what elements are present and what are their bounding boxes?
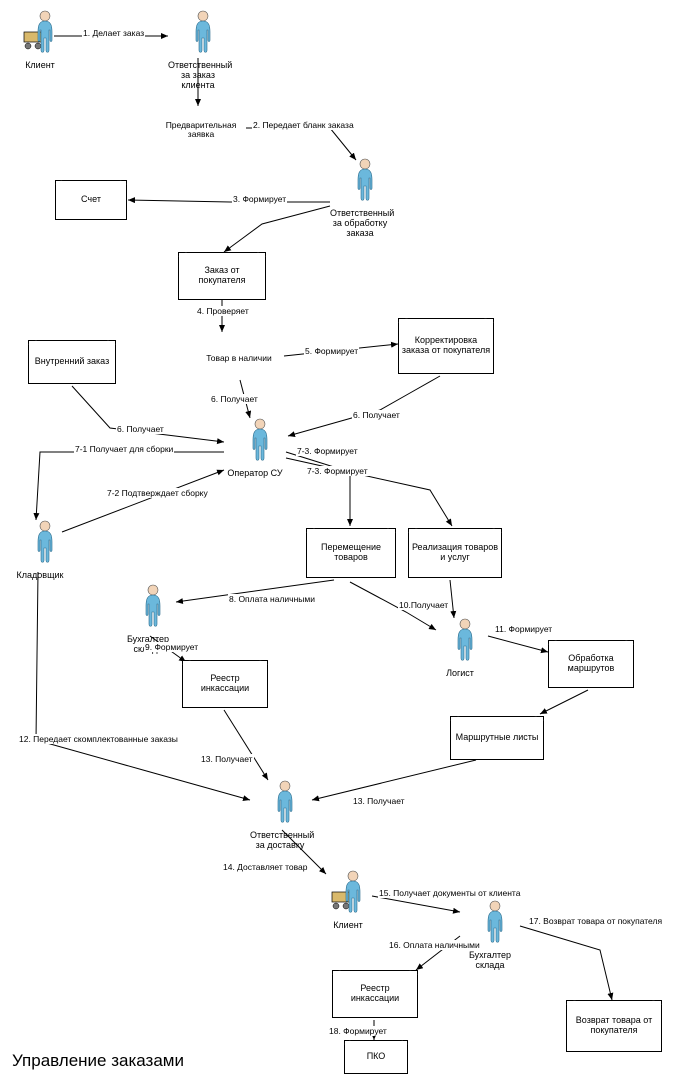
- edge-e11: [488, 636, 548, 652]
- edge-label-e7b: 7-2 Подтверждает сборку: [106, 488, 209, 498]
- edge-label-e4: 4. Проверяет: [196, 306, 250, 316]
- edge-label-e18: 18. Формирует: [328, 1026, 388, 1036]
- person-icon: [250, 780, 310, 829]
- actor-client2: Клиент: [318, 870, 378, 931]
- doc-vnutrZakaz: Внутренний заказ: [28, 340, 116, 384]
- edge-label-e8: 8. Оплата наличными: [228, 594, 316, 604]
- person-icon: [330, 158, 390, 207]
- doc-peremesch: Перемещение товаров: [306, 528, 396, 578]
- doc-reestr2: Реестр инкассации: [332, 970, 418, 1018]
- edge-label-e9: 9. Формирует: [144, 642, 199, 652]
- actor-storekeeper: Кладовщик: [10, 520, 70, 581]
- edge-label-e7a: 7-1 Получает для сборки: [74, 444, 174, 454]
- edge-e7a: [36, 452, 224, 520]
- diagram-canvas: Управление заказами Клиент Ответственный …: [0, 0, 684, 1081]
- actor-label: Кладовщик: [10, 571, 70, 581]
- edge-e11b: [540, 690, 588, 714]
- actor-label: Ответственный за обработку заказа: [330, 209, 390, 239]
- doc-zakazPokup: Заказ от покупателя: [178, 252, 266, 300]
- edge-label-e15: 15. Получает документы от клиента: [378, 888, 521, 898]
- person-icon: [10, 520, 70, 569]
- person-icon: [168, 10, 228, 59]
- edge-label-e14: 14. Доставляет товар: [222, 862, 309, 872]
- edge-e3a: [128, 200, 330, 202]
- actor-label: Бухгалтер склада: [460, 951, 520, 971]
- edge-e2: [246, 128, 356, 160]
- doc-korr: Корректировка заказа от покупателя: [398, 318, 494, 374]
- edge-label-e5: 5. Формирует: [304, 346, 359, 356]
- actor-client1: Клиент: [10, 10, 70, 71]
- person-icon: [225, 418, 285, 467]
- person-icon: [118, 584, 178, 633]
- edge-label-e11: 11. Формирует: [494, 624, 553, 634]
- edge-e7b: [62, 470, 224, 532]
- edge-label-e1: 1. Делает заказ: [82, 28, 145, 38]
- edge-label-e6b: 6. Получает: [116, 424, 165, 434]
- edge-e17: [520, 926, 612, 1000]
- diagram-title: Управление заказами: [12, 1051, 184, 1071]
- doc-marshList: Маршрутные листы: [450, 716, 544, 760]
- edge-label-e3a: 3. Формирует: [232, 194, 287, 204]
- edge-e10: [450, 580, 454, 618]
- actor-label: Логист: [430, 669, 490, 679]
- actor-respOrder: Ответственный за заказ клиента: [168, 10, 228, 91]
- edge-label-e12: 12. Передает скомплектованные заказы: [18, 734, 179, 744]
- actor-respProc: Ответственный за обработку заказа: [330, 158, 390, 239]
- actor-label: Ответственный за доставку: [250, 831, 310, 851]
- person-icon: [430, 618, 490, 667]
- actor-logist: Логист: [430, 618, 490, 679]
- doc-pko: ПКО: [344, 1040, 408, 1074]
- edge-e13b: [312, 760, 476, 800]
- actor-accountant2: Бухгалтер склада: [460, 900, 520, 971]
- decision-predZayavka: Предварительная заявка: [158, 108, 244, 152]
- doc-obrabMarsh: Обработка маршрутов: [548, 640, 634, 688]
- doc-vozvrat: Возврат товара от покупателя: [566, 1000, 662, 1052]
- edge-e7c: [286, 452, 350, 526]
- edge-label-e16: 16. Оплата наличными: [388, 940, 481, 950]
- actor-label: Оператор СУ: [225, 469, 285, 479]
- edge-label-e6a: 6. Получает: [210, 394, 259, 404]
- edge-label-e6c: 6. Получает: [352, 410, 401, 420]
- edge-label-e2: 2. Передает бланк заказа: [252, 120, 355, 130]
- edge-e3b: [224, 206, 330, 252]
- actor-label: Клиент: [10, 61, 70, 71]
- doc-realiz: Реализация товаров и услуг: [408, 528, 502, 578]
- actor-label: Клиент: [318, 921, 378, 931]
- edge-label-e13a: 13. Получает: [200, 754, 254, 764]
- edge-label-e17: 17. Возврат товара от покупателя: [528, 916, 663, 926]
- edge-label-e13b: 13. Получает: [352, 796, 406, 806]
- actor-operSU: Оператор СУ: [225, 418, 285, 479]
- edge-label-e7c: 7-3. Формирует: [296, 446, 359, 456]
- doc-reestr1: Реестр инкассации: [182, 660, 268, 708]
- edge-e15: [372, 896, 460, 912]
- actor-label: Ответственный за заказ клиента: [168, 61, 228, 91]
- edge-e13a: [224, 710, 268, 780]
- actor-respDelivery: Ответственный за доставку: [250, 780, 310, 851]
- person-icon: [318, 870, 378, 919]
- decision-tovarNal: Товар в наличии: [196, 336, 282, 380]
- person-icon: [10, 10, 70, 59]
- edge-label-e7d: 7-3. Формирует: [306, 466, 369, 476]
- doc-schet: Счет: [55, 180, 127, 220]
- edge-label-e10: 10.Получает: [398, 600, 449, 610]
- edge-e6c: [288, 376, 440, 436]
